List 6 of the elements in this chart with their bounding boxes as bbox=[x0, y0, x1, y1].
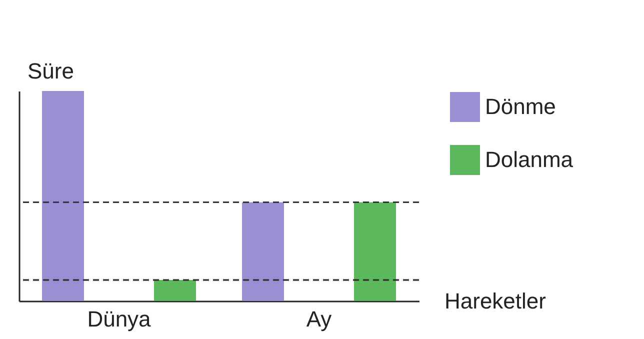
x-tick-label: Ay bbox=[306, 306, 332, 332]
y-axis-title: Süre bbox=[28, 58, 74, 84]
legend-label: Dolanma bbox=[485, 147, 574, 172]
x-tick-label: Dünya bbox=[87, 306, 152, 332]
legend-label: Dönme bbox=[485, 94, 556, 119]
x-axis-title: Hareketler bbox=[444, 288, 546, 314]
